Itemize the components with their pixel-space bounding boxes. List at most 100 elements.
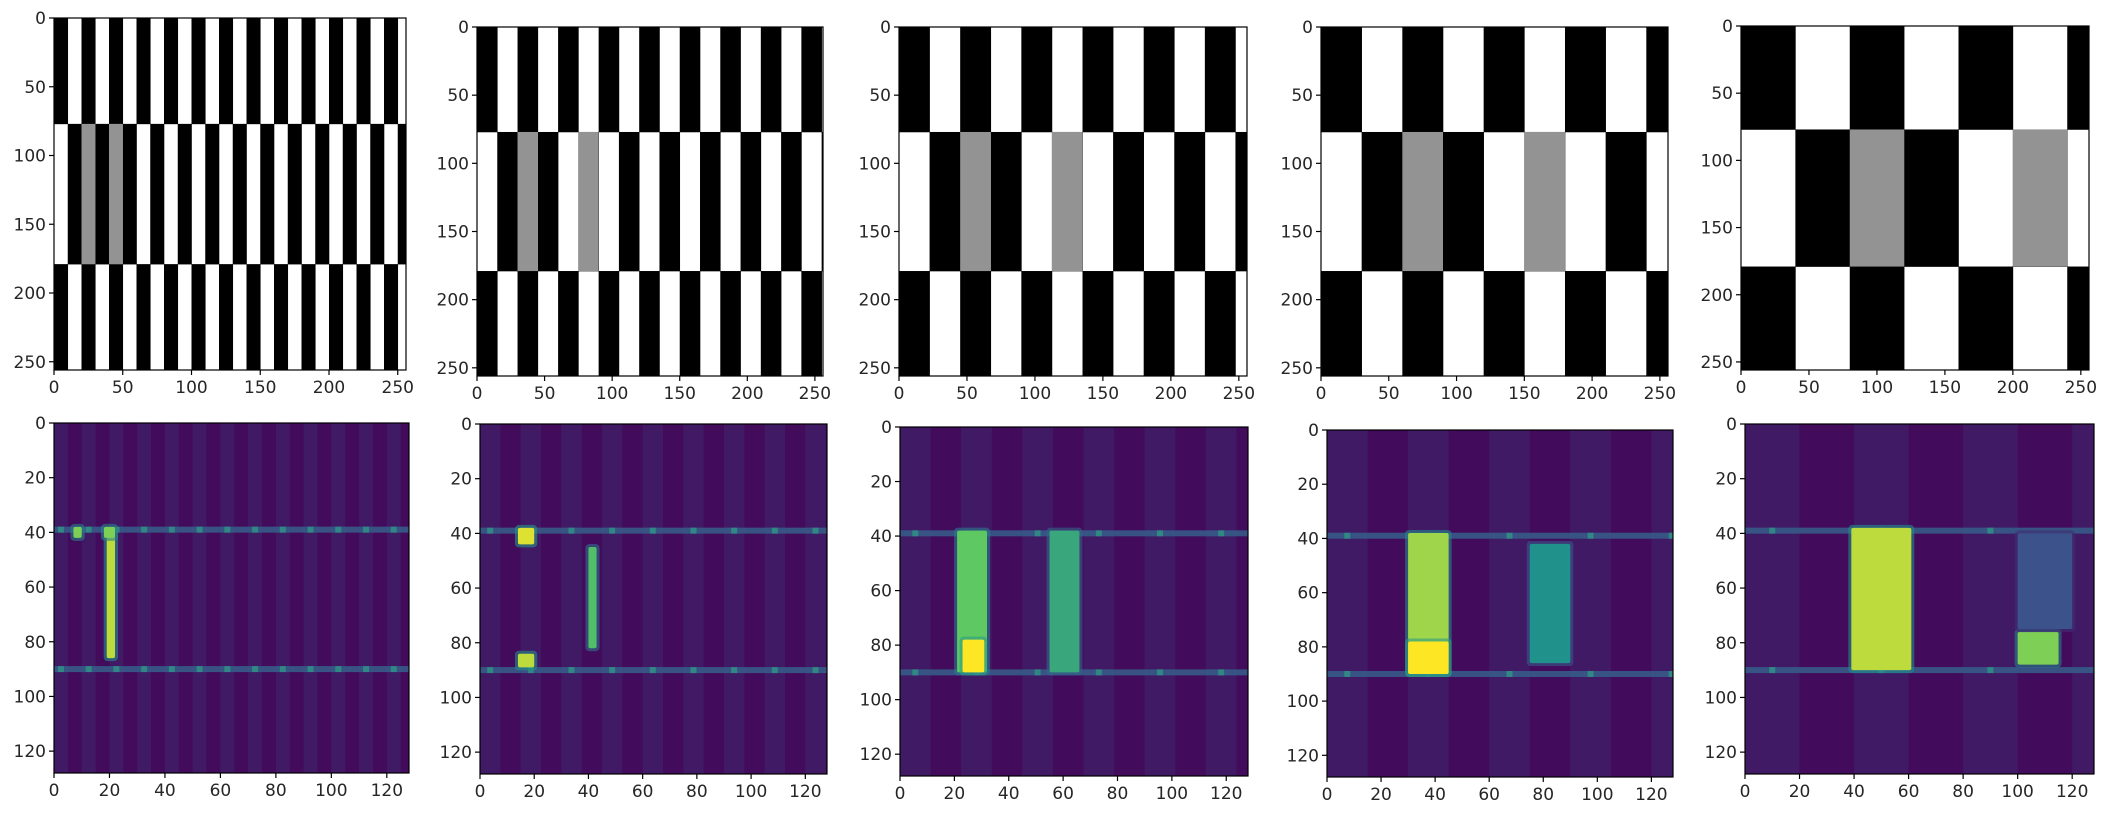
axes-frame bbox=[1740, 25, 2090, 371]
hotspot bbox=[1408, 641, 1449, 674]
boundary-spot bbox=[731, 667, 738, 674]
black-stripe bbox=[54, 264, 69, 371]
stripe-texture bbox=[1327, 430, 1368, 777]
y-tick-label: 100 bbox=[860, 691, 892, 711]
y-tick-label: 0 bbox=[881, 418, 892, 438]
black-stripe bbox=[260, 123, 275, 265]
x-tick-label: 80 bbox=[1952, 782, 1974, 802]
black-stripe bbox=[342, 123, 357, 265]
x-tick-label: 200 bbox=[1997, 378, 2029, 398]
x-tick-label: 20 bbox=[1789, 782, 1811, 802]
boundary-spot bbox=[731, 527, 738, 534]
y-tick-label: 120 bbox=[1287, 746, 1319, 766]
y-tick-label: 80 bbox=[1297, 638, 1319, 658]
black-stripe bbox=[1741, 266, 1796, 371]
y-tick-label: 60 bbox=[24, 578, 46, 598]
boundary-spot bbox=[1587, 532, 1594, 539]
black-stripe bbox=[517, 27, 539, 133]
black-stripe bbox=[246, 18, 261, 125]
y-tick-label: 200 bbox=[1701, 286, 1733, 306]
y-tick-label: 40 bbox=[1297, 529, 1319, 549]
hotspot bbox=[103, 526, 116, 538]
x-tick-label: 100 bbox=[315, 781, 347, 801]
y-tick-label: 0 bbox=[35, 9, 46, 29]
x-tick-label: 0 bbox=[1322, 785, 1333, 805]
boundary-band bbox=[1745, 527, 2094, 534]
x-tick-label: 40 bbox=[154, 781, 176, 801]
black-stripe bbox=[246, 264, 261, 371]
x-tick-label: 200 bbox=[731, 384, 763, 404]
y-tick-label: 250 bbox=[14, 353, 46, 373]
x-tick-label: 50 bbox=[1378, 384, 1400, 404]
axes-frame bbox=[1326, 429, 1674, 778]
boundary-spot bbox=[1668, 670, 1673, 677]
y-tick-label: 20 bbox=[24, 469, 46, 489]
x-tick-label: 0 bbox=[895, 784, 906, 804]
x-tick-label: 100 bbox=[1440, 384, 1472, 404]
boundary-spot bbox=[279, 666, 286, 673]
y-tick-label: 20 bbox=[450, 470, 472, 490]
axes-frame bbox=[479, 423, 828, 775]
axes-frame bbox=[1744, 423, 2095, 775]
x-tick-label: 20 bbox=[1370, 785, 1392, 805]
black-stripe bbox=[760, 271, 782, 377]
stripe-texture bbox=[192, 423, 207, 773]
x-tick-label: 100 bbox=[735, 782, 767, 802]
y-tick-label: 250 bbox=[859, 359, 891, 379]
y-tick-label: 20 bbox=[1297, 475, 1319, 495]
y-tick-label: 200 bbox=[437, 291, 469, 311]
y-tick-label: 0 bbox=[1726, 415, 1737, 435]
black-stripe bbox=[122, 123, 137, 265]
stripe-texture bbox=[359, 423, 373, 773]
x-tick-label: 150 bbox=[1087, 384, 1119, 404]
boundary-spot bbox=[1668, 532, 1673, 539]
boundary-spot bbox=[307, 526, 314, 533]
x-tick-label: 120 bbox=[789, 782, 821, 802]
y-tick-label: 0 bbox=[1302, 18, 1313, 38]
x-tick-label: 40 bbox=[998, 784, 1020, 804]
y-tick-label: 200 bbox=[1281, 291, 1313, 311]
y-tick-label: 120 bbox=[14, 742, 46, 762]
x-tick-label: 250 bbox=[799, 384, 831, 404]
boundary-spot bbox=[1344, 670, 1351, 677]
black-stripe bbox=[1235, 131, 1248, 272]
black-stripe bbox=[1958, 266, 2014, 371]
axes-frame bbox=[1320, 26, 1669, 377]
stripe-texture bbox=[248, 423, 263, 773]
boundary-spot bbox=[1769, 527, 1776, 534]
x-tick-label: 60 bbox=[1052, 784, 1074, 804]
boundary-spot bbox=[1218, 530, 1225, 537]
black-stripe bbox=[219, 18, 234, 125]
black-stripe bbox=[356, 264, 371, 371]
black-stripe bbox=[1849, 266, 1905, 371]
stripe-texture bbox=[642, 424, 663, 774]
x-tick-label: 120 bbox=[1210, 784, 1242, 804]
x-tick-label: 0 bbox=[49, 781, 60, 801]
y-tick-label: 60 bbox=[1715, 579, 1737, 599]
boundary-spot bbox=[1506, 670, 1513, 677]
y-tick-label: 150 bbox=[14, 215, 46, 235]
boundary-spot bbox=[141, 666, 148, 673]
x-tick-label: 0 bbox=[475, 782, 486, 802]
black-stripe bbox=[1021, 27, 1053, 133]
axes-frame bbox=[899, 426, 1249, 777]
boundary-spot bbox=[812, 527, 819, 534]
boundary-spot bbox=[57, 526, 64, 533]
black-stripe bbox=[517, 271, 539, 377]
stripe-texture bbox=[683, 424, 704, 774]
boundary-spot bbox=[279, 526, 286, 533]
black-stripe bbox=[2067, 266, 2090, 371]
stripe-texture bbox=[275, 423, 290, 773]
black-stripe bbox=[1483, 271, 1525, 377]
black-stripe bbox=[760, 27, 782, 133]
black-stripe bbox=[1741, 26, 1796, 130]
black-stripe bbox=[136, 18, 151, 125]
x-tick-label: 0 bbox=[1316, 384, 1327, 404]
boundary-spot bbox=[390, 666, 397, 673]
boundary-spot bbox=[1218, 669, 1225, 676]
gray-cell bbox=[109, 123, 123, 265]
